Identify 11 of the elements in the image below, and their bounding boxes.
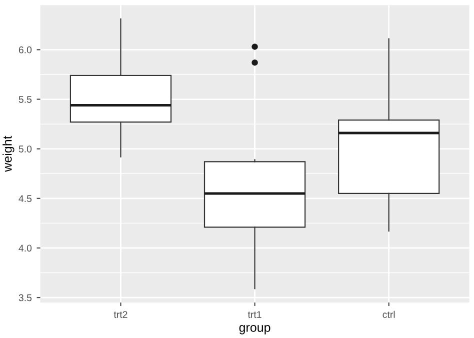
y-tick-label: 3.5 [18,294,32,302]
x-axis-title: group [239,325,270,334]
y-tick-label: 5.5 [18,96,32,103]
y-axis-title: weight [2,136,14,172]
x-tick-label: trt2 [114,311,128,318]
y-tick-label: 6.0 [18,46,32,54]
x-tick-label: ctrl [382,310,395,318]
y-tick-label: 4.0 [18,244,32,252]
y-tick-label: 4.5 [18,195,32,202]
y-tick-label: 5.0 [18,146,32,152]
x-tick-label: trt1 [248,311,262,318]
